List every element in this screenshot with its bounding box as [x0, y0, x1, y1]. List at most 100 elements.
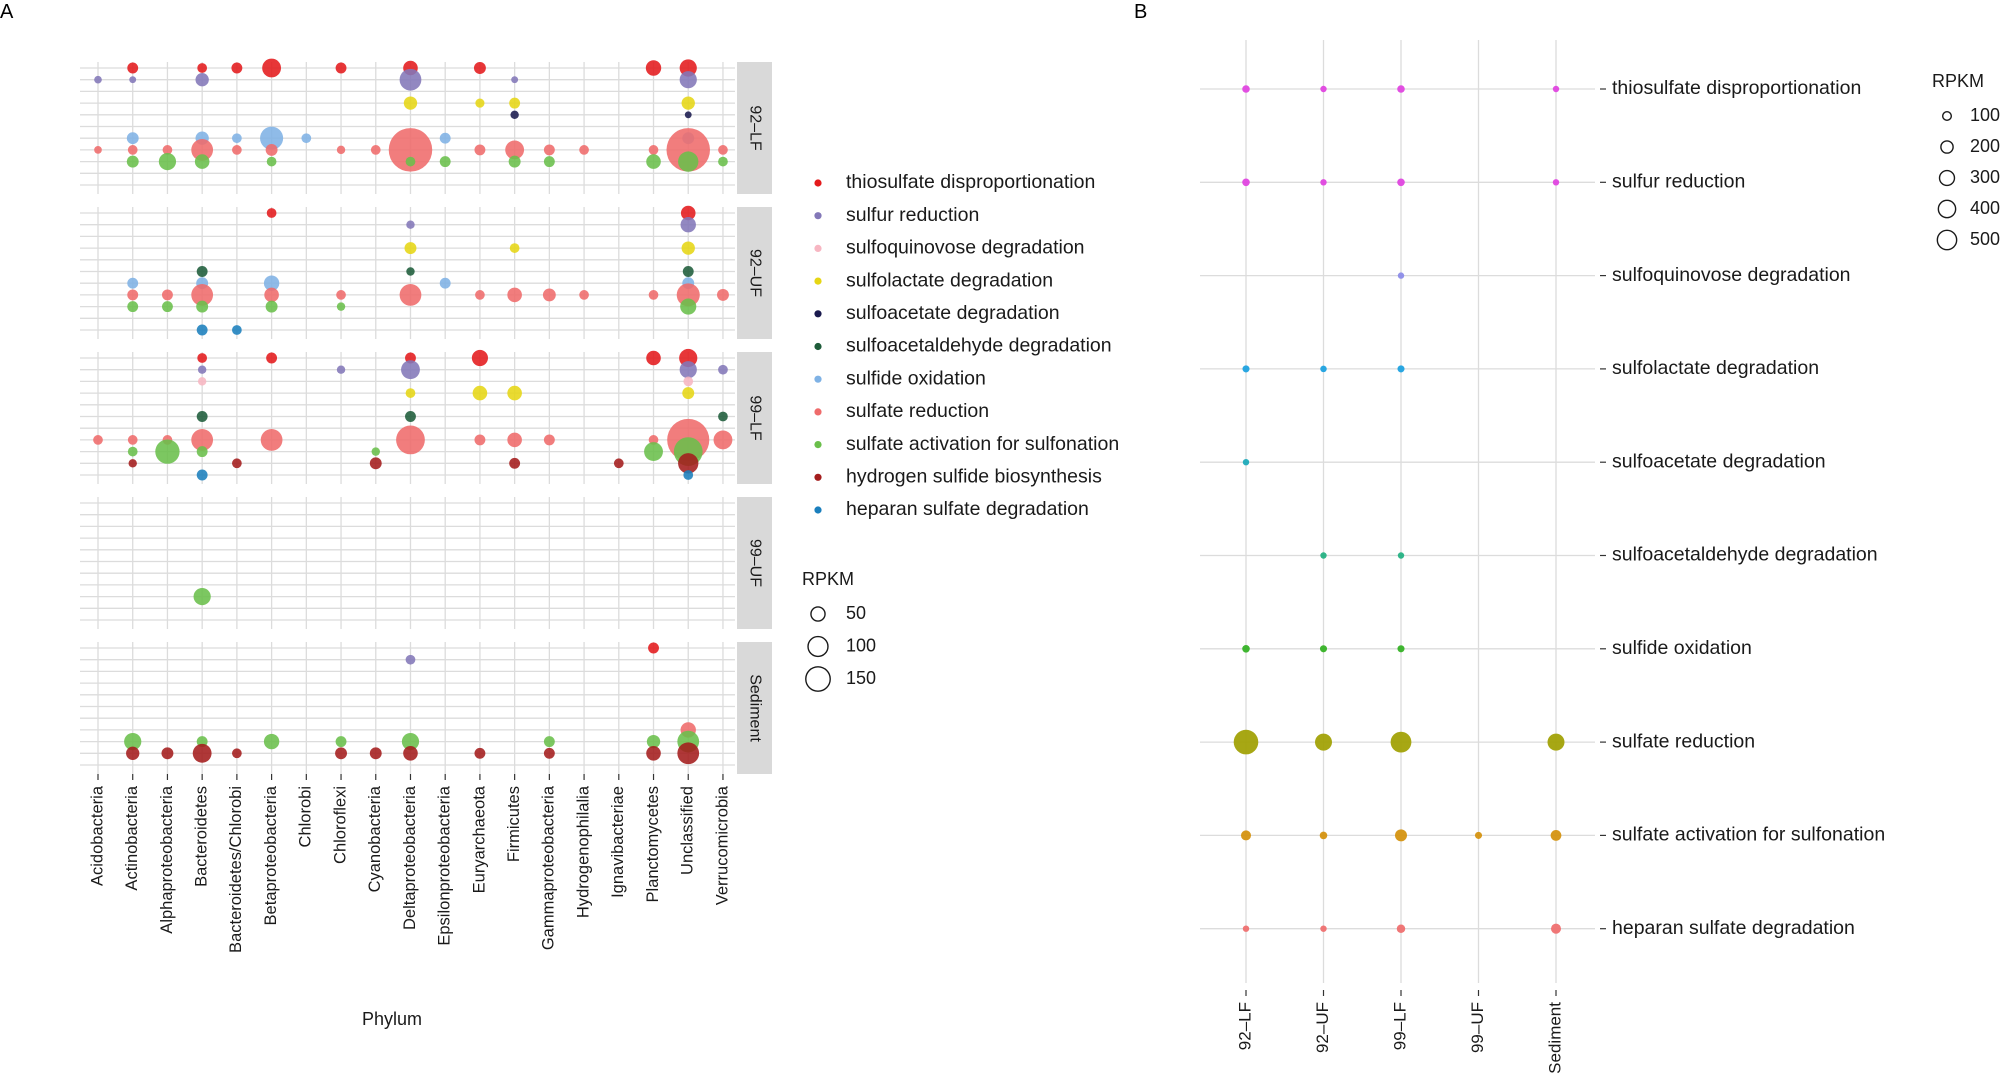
data-point — [681, 241, 695, 255]
size-legend-title: RPKM — [802, 569, 854, 589]
data-point — [644, 442, 663, 462]
data-point — [1552, 85, 1560, 93]
data-point — [1242, 365, 1250, 373]
data-point — [718, 145, 728, 155]
panel-b-legend: RPKM 100 200 300 400 500 — [1932, 71, 2000, 251]
data-point — [93, 435, 103, 445]
legend-swatch — [814, 342, 822, 351]
size-legend-circle — [807, 635, 829, 658]
data-point — [509, 243, 520, 253]
y-tick-label: sulfoacetaldehyde degradation — [1612, 544, 1878, 566]
data-point — [127, 289, 139, 301]
legend-swatch — [814, 441, 822, 449]
data-point — [507, 287, 522, 303]
y-tick-label: sulfoquinovose degradation — [1612, 264, 1851, 286]
data-point — [403, 746, 418, 761]
data-point — [263, 275, 280, 291]
y-tick-label: sulfoacetate degradation — [1612, 450, 1826, 472]
x-tick-label: Gammaproteobacteria — [540, 785, 558, 950]
x-tick-label: Bacteroidetes — [193, 786, 211, 887]
data-point — [648, 145, 659, 155]
data-point — [197, 353, 208, 363]
y-tick-label: sulfate reduction — [1612, 730, 1755, 752]
data-point — [399, 68, 422, 91]
data-point — [439, 277, 451, 289]
facet-panel — [80, 497, 735, 629]
data-point — [336, 145, 346, 155]
y-tick-label: sulfide oxidation — [1612, 637, 1752, 659]
data-point — [401, 733, 420, 751]
data-point — [542, 288, 556, 302]
data-point — [336, 302, 346, 311]
data-point — [405, 156, 416, 167]
data-point — [369, 457, 382, 470]
size-legend-circle — [1937, 199, 1957, 219]
data-point — [508, 155, 521, 168]
data-point — [94, 75, 102, 84]
data-point — [158, 153, 177, 171]
data-point — [406, 267, 415, 276]
legend-swatch — [814, 277, 822, 285]
data-point — [1397, 645, 1405, 653]
data-point — [543, 747, 555, 759]
x-tick-label: Unclassified — [679, 786, 697, 875]
legend-label: sulfate reduction — [846, 400, 989, 422]
data-point — [260, 429, 283, 451]
facet-label: 92–LF — [746, 105, 763, 151]
data-point — [266, 352, 278, 364]
x-tick-label: Alphaproteobacteria — [158, 785, 176, 934]
data-point — [1320, 85, 1327, 93]
data-point — [191, 139, 214, 161]
data-point — [666, 128, 710, 172]
x-tick-label: 92–UF — [1313, 1002, 1332, 1053]
data-point — [127, 435, 138, 445]
data-point — [472, 385, 488, 401]
size-legend-circle — [1941, 110, 1953, 122]
data-point — [1320, 179, 1327, 186]
facet-label: 92–UF — [746, 249, 763, 297]
data-point — [1242, 85, 1250, 93]
legend-label: sulfoacetate degradation — [846, 302, 1060, 324]
data-point — [396, 425, 425, 455]
x-tick-label: Chlorobi — [297, 786, 315, 847]
data-point — [263, 733, 280, 750]
data-point — [471, 349, 488, 367]
facet-strip — [737, 207, 772, 339]
panel-label-b: B — [1134, 1, 1147, 23]
data-point — [1550, 923, 1562, 934]
facet-strip — [737, 62, 772, 194]
panel-a-legend: thiosulfate disproportionation sulfur red… — [802, 171, 1119, 692]
data-point — [713, 430, 733, 450]
data-point — [1242, 459, 1250, 466]
data-point — [680, 205, 696, 221]
data-point — [232, 458, 242, 469]
data-point — [231, 62, 243, 74]
data-point — [678, 453, 699, 474]
data-point — [399, 284, 422, 306]
x-tick-label: Betaproteobacteria — [262, 785, 280, 925]
x-tick-label: Actinobacteria — [123, 785, 141, 890]
data-point — [1319, 831, 1328, 840]
size-legend-label: 50 — [846, 603, 866, 623]
size-legend-circle — [810, 606, 826, 622]
x-tick-label: 99–UF — [1468, 1002, 1487, 1053]
data-point — [718, 364, 728, 375]
legend-label: sulfoacetaldehyde degradation — [846, 335, 1112, 357]
panel-b-chart: thiosulfate disproportionation sulfur red… — [1200, 40, 1885, 1074]
data-point — [579, 290, 589, 300]
data-point — [646, 734, 661, 749]
data-point — [128, 459, 137, 468]
data-point — [388, 128, 433, 172]
x-tick-label: 92–LF — [1235, 1002, 1254, 1050]
data-point — [1397, 552, 1405, 559]
data-point — [369, 747, 382, 760]
data-point — [127, 301, 139, 313]
data-point — [371, 447, 380, 456]
data-point — [155, 439, 180, 464]
data-point — [1240, 830, 1252, 841]
legend-swatch — [814, 506, 822, 514]
data-point — [1242, 178, 1250, 187]
data-point — [126, 132, 139, 145]
data-point — [683, 470, 694, 480]
legend-swatch — [814, 408, 822, 416]
